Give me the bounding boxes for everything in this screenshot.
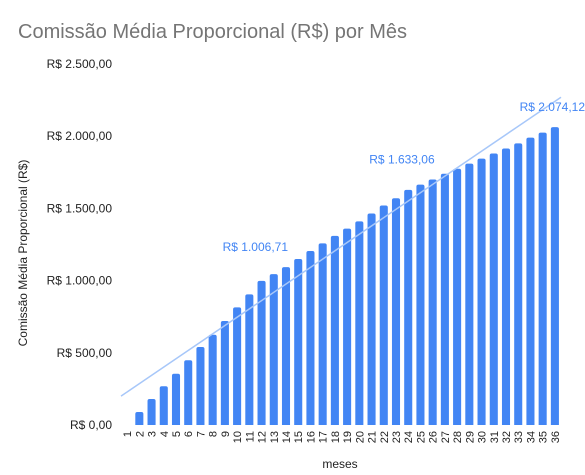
x-tick-label: 9 (220, 431, 232, 437)
x-tick-label: 13 (269, 431, 281, 443)
x-tick-label: 18 (330, 431, 342, 443)
bar (330, 235, 339, 425)
bar (550, 127, 559, 426)
bar (501, 148, 511, 425)
bar (514, 143, 523, 426)
bar (159, 386, 168, 425)
bar (391, 198, 401, 425)
x-tick-label: 36 (550, 431, 562, 443)
x-tick-label: 5 (171, 431, 183, 437)
bar (233, 307, 242, 425)
data-label: R$ 1.633,06 (369, 153, 435, 167)
bars (135, 127, 559, 426)
x-tick-label: 11 (244, 431, 256, 442)
x-tick-label: 17 (318, 431, 330, 443)
x-tick-label: 1 (122, 431, 134, 437)
bar (135, 412, 144, 425)
bar (465, 163, 474, 426)
bar (245, 294, 254, 425)
bar (257, 280, 266, 425)
bar (477, 158, 486, 425)
x-tick-label: 31 (489, 431, 501, 443)
bar (379, 205, 388, 425)
bar (171, 373, 181, 425)
y-tick-label: R$ 2.000,00 (47, 129, 113, 143)
y-tick-label: R$ 1.500,00 (47, 201, 113, 215)
bar (404, 189, 413, 425)
bar (220, 321, 229, 425)
y-tick-label: R$ 500,00 (57, 346, 113, 360)
y-axis-title: Comissão Média Proporcional (R$) (16, 160, 30, 347)
x-tick-label: 3 (147, 431, 159, 437)
x-tick-label: 20 (354, 431, 366, 443)
bar (281, 267, 291, 425)
bar (453, 168, 462, 425)
data-label: R$ 1.006,71 (223, 240, 289, 254)
x-tick-label: 16 (305, 431, 317, 443)
x-tick-label: 19 (342, 431, 354, 443)
x-tick-label: 2 (134, 431, 146, 437)
x-tick-label: 23 (391, 431, 403, 443)
x-tick-label: 27 (440, 431, 452, 443)
y-tick-label: R$ 2.500,00 (47, 57, 113, 71)
x-tick-label: 29 (464, 431, 476, 443)
bar (147, 399, 156, 425)
bar (489, 153, 498, 425)
bar (318, 243, 327, 425)
y-axis-ticks: R$ 0,00 R$ 500,00 R$ 1.000,00 R$ 1.500,00 R$… (47, 57, 113, 432)
bar (306, 250, 315, 425)
x-tick-label: 7 (195, 431, 207, 437)
x-tick-label: 30 (477, 431, 489, 443)
bar (355, 221, 364, 425)
x-tick-label: 4 (159, 431, 171, 437)
data-label: R$ 2.074,12 (520, 100, 585, 114)
trendline (120, 96, 562, 397)
x-tick-label: 15 (293, 431, 305, 443)
x-axis-title: meses (322, 457, 357, 471)
bar (269, 274, 278, 425)
y-tick-label: R$ 1.000,00 (47, 274, 113, 288)
x-tick-label: 32 (501, 431, 513, 443)
bar (440, 173, 449, 425)
trendline-group (120, 96, 562, 397)
bar (367, 213, 376, 425)
x-axis-ticks: 1 2 3 4 5 6 7 8 9 10 11 12 13 14 15 16 17 18 19 20 21 22 23 24 2… (122, 431, 562, 443)
bar (526, 137, 535, 426)
data-labels: R$ 1.006,71 R$ 1.633,06 R$ 2.074,12 (223, 100, 585, 254)
bar (538, 132, 547, 425)
bar (208, 334, 217, 425)
x-tick-label: 22 (379, 431, 391, 443)
bar (428, 179, 437, 425)
x-tick-label: 26 (428, 431, 440, 443)
x-tick-label: 28 (452, 431, 464, 443)
x-tick-label: 24 (403, 431, 415, 443)
bar (196, 347, 205, 425)
x-tick-label: 10 (232, 431, 244, 443)
x-tick-label: 21 (367, 431, 379, 443)
y-tick-label: R$ 0,00 (70, 418, 112, 432)
x-tick-label: 12 (257, 431, 269, 443)
bar (343, 228, 352, 425)
x-tick-label: 6 (183, 431, 195, 437)
x-tick-label: 34 (525, 431, 537, 443)
x-tick-label: 25 (415, 431, 427, 443)
bar (294, 258, 303, 425)
x-tick-label: 14 (281, 431, 293, 443)
x-tick-label: 8 (208, 431, 220, 437)
chart-title: Comissão Média Proporcional (R$) por Mês (18, 21, 407, 43)
bar (184, 360, 193, 425)
x-tick-label: 35 (538, 431, 550, 443)
x-tick-label: 33 (513, 431, 525, 443)
bar (416, 184, 425, 425)
